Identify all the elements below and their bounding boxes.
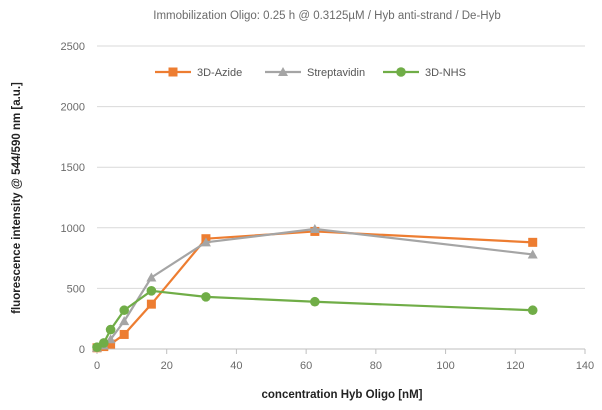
data-point — [119, 316, 130, 326]
data-point — [527, 305, 538, 316]
data-point — [146, 299, 156, 309]
legend-label: 3D-Azide — [197, 67, 242, 79]
x-axis-title: concentration Hyb Oligo [nM] — [262, 389, 423, 401]
y-tick-label: 2000 — [61, 102, 85, 114]
legend-marker — [396, 67, 406, 77]
x-tick-label: 100 — [436, 360, 454, 372]
legend-marker — [278, 67, 288, 76]
series-line — [96, 230, 533, 349]
y-tick-label: 1500 — [61, 162, 85, 174]
x-axis-ticks: 0 20 40 60 80 100 120 140 — [94, 349, 594, 372]
x-tick-label: 60 — [300, 360, 312, 372]
y-tick-label: 1000 — [61, 223, 85, 235]
data-point — [528, 237, 538, 247]
x-tick-label: 20 — [161, 360, 173, 372]
y-tick-label: 2500 — [61, 41, 85, 53]
data-point — [98, 338, 109, 348]
data-point — [146, 272, 157, 282]
data-point — [201, 292, 211, 302]
data-point — [105, 324, 116, 335]
legend: 3D-Azide Streptavidin 3D-NHS — [155, 67, 466, 79]
data-point — [310, 296, 320, 307]
x-tick-label: 140 — [576, 360, 594, 372]
legend-item-3d-azide: 3D-Azide — [155, 67, 242, 79]
series — [92, 224, 538, 353]
data-point — [146, 286, 157, 296]
series-3d-azide — [92, 226, 538, 353]
x-tick-label: 120 — [506, 360, 524, 372]
legend-item-streptavidin: Streptavidin — [265, 67, 365, 79]
data-point — [200, 237, 211, 247]
data-point — [527, 249, 538, 259]
data-point — [119, 329, 129, 339]
x-tick-label: 80 — [370, 360, 382, 372]
data-point — [309, 224, 320, 234]
legend-item-3d-nhs: 3D-NHS — [383, 67, 466, 79]
legend-label: 3D-NHS — [425, 67, 466, 79]
legend-label: Streptavidin — [307, 67, 365, 79]
y-tick-label: 500 — [67, 283, 85, 295]
legend-marker — [168, 67, 178, 77]
data-point — [106, 339, 116, 349]
series-3d-nhs — [92, 286, 538, 352]
chart-title: Immobilization Oligo: 0.25 h @ 0.3125µM … — [153, 10, 500, 22]
gridlines — [97, 45, 585, 289]
y-tick-label: 0 — [79, 344, 85, 356]
y-axis-title: fluorescence intensity @ 544/590 nm [a.u… — [11, 82, 23, 314]
x-tick-label: 40 — [230, 360, 242, 372]
data-point — [119, 305, 129, 316]
x-tick-label: 0 — [94, 360, 100, 372]
y-axis-ticks: 0 500 1000 1500 2000 2500 — [61, 41, 85, 356]
